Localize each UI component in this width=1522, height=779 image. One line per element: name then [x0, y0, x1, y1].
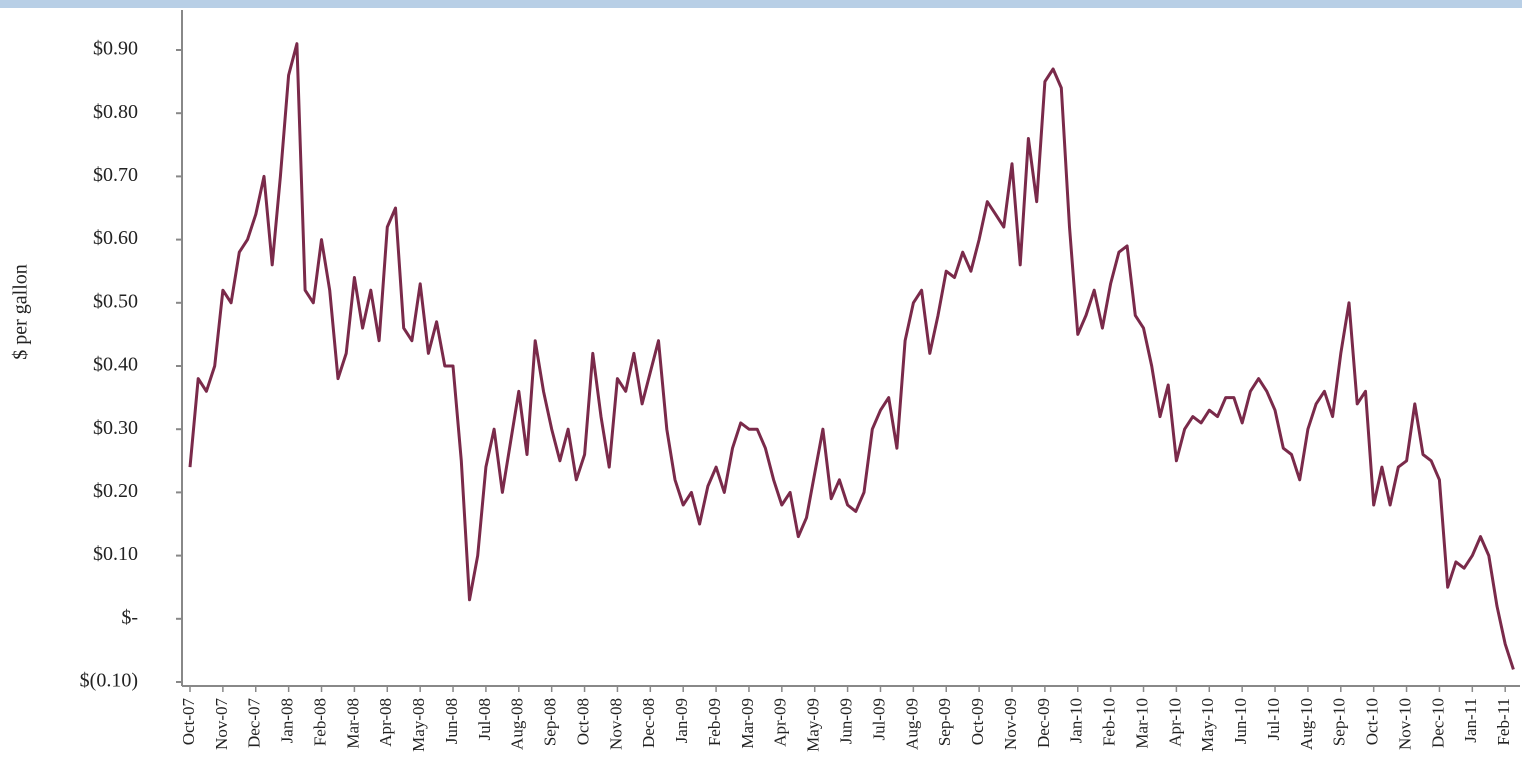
x-tick-label: Aug-08: [508, 698, 527, 750]
y-tick-label: $0.20: [93, 480, 138, 502]
x-tick-label: Oct-08: [573, 698, 592, 745]
x-tick-label: Jan-08: [278, 698, 297, 743]
y-tick-label: $0.40: [93, 354, 138, 376]
x-tick-label: Feb-09: [705, 698, 724, 746]
y-tick-label: $0.10: [93, 543, 138, 565]
x-tick-label: Nov-09: [1001, 698, 1020, 750]
y-tick-label: $0.60: [93, 227, 138, 249]
x-tick-label: Jun-08: [442, 698, 461, 744]
x-tick-label: Dec-08: [639, 698, 658, 748]
top-band: [0, 0, 1522, 8]
x-tick-label: Jul-10: [1264, 698, 1283, 741]
y-tick-label: $0.30: [93, 417, 138, 439]
x-tick-label: Oct-10: [1363, 698, 1382, 745]
x-tick-label: Jun-09: [837, 698, 856, 744]
x-tick-label: Aug-09: [902, 698, 921, 750]
x-tick-label: Jun-10: [1231, 698, 1250, 744]
x-tick-label: May-09: [804, 698, 823, 752]
x-tick-label: Oct-09: [968, 698, 987, 745]
x-tick-label: Dec-07: [245, 698, 264, 749]
x-tick-label: Jan-09: [672, 698, 691, 743]
y-axis-title: $ per gallon: [10, 264, 32, 360]
x-tick-label: Jul-09: [869, 698, 888, 741]
x-tick-label: Sep-08: [541, 698, 560, 746]
x-tick-label: Nov-08: [606, 698, 625, 750]
x-tick-label: Dec-10: [1428, 698, 1447, 748]
x-tick-label: Dec-09: [1034, 698, 1053, 748]
x-tick-label: Oct-07: [179, 698, 198, 746]
x-tick-label: Feb-10: [1100, 698, 1119, 746]
x-tick-label: Feb-11: [1494, 698, 1513, 746]
y-tick-label: $(0.10): [80, 670, 138, 692]
y-tick-label: $0.70: [93, 164, 138, 186]
x-tick-label: Nov-07: [212, 698, 231, 750]
y-tick-label: $0.80: [93, 101, 138, 123]
x-tick-label: Jul-08: [475, 698, 494, 741]
y-tick-label: $-: [121, 606, 138, 628]
x-tick-label: Apr-10: [1165, 698, 1184, 747]
x-tick-label: Mar-10: [1132, 698, 1151, 749]
x-tick-label: Jan-11: [1461, 698, 1480, 743]
y-tick-label: $0.50: [93, 290, 138, 312]
x-tick-label: Aug-10: [1297, 698, 1316, 750]
data-line: [188, 42, 1515, 670]
x-tick-label: Mar-08: [343, 698, 362, 749]
x-tick-label: May-08: [409, 698, 428, 752]
x-tick-label: Mar-09: [738, 698, 757, 749]
x-tick-label: May-10: [1198, 698, 1217, 752]
x-tick-label: Sep-10: [1330, 698, 1349, 746]
x-tick-label: Apr-08: [376, 698, 395, 747]
x-tick-label: Jan-10: [1067, 698, 1086, 743]
x-tick-label: Apr-09: [771, 698, 790, 747]
x-tick-label: Nov-10: [1395, 698, 1414, 750]
x-tick-label: Feb-08: [310, 698, 329, 746]
y-tick-label: $0.90: [93, 38, 138, 60]
x-tick-label: Sep-09: [935, 698, 954, 746]
